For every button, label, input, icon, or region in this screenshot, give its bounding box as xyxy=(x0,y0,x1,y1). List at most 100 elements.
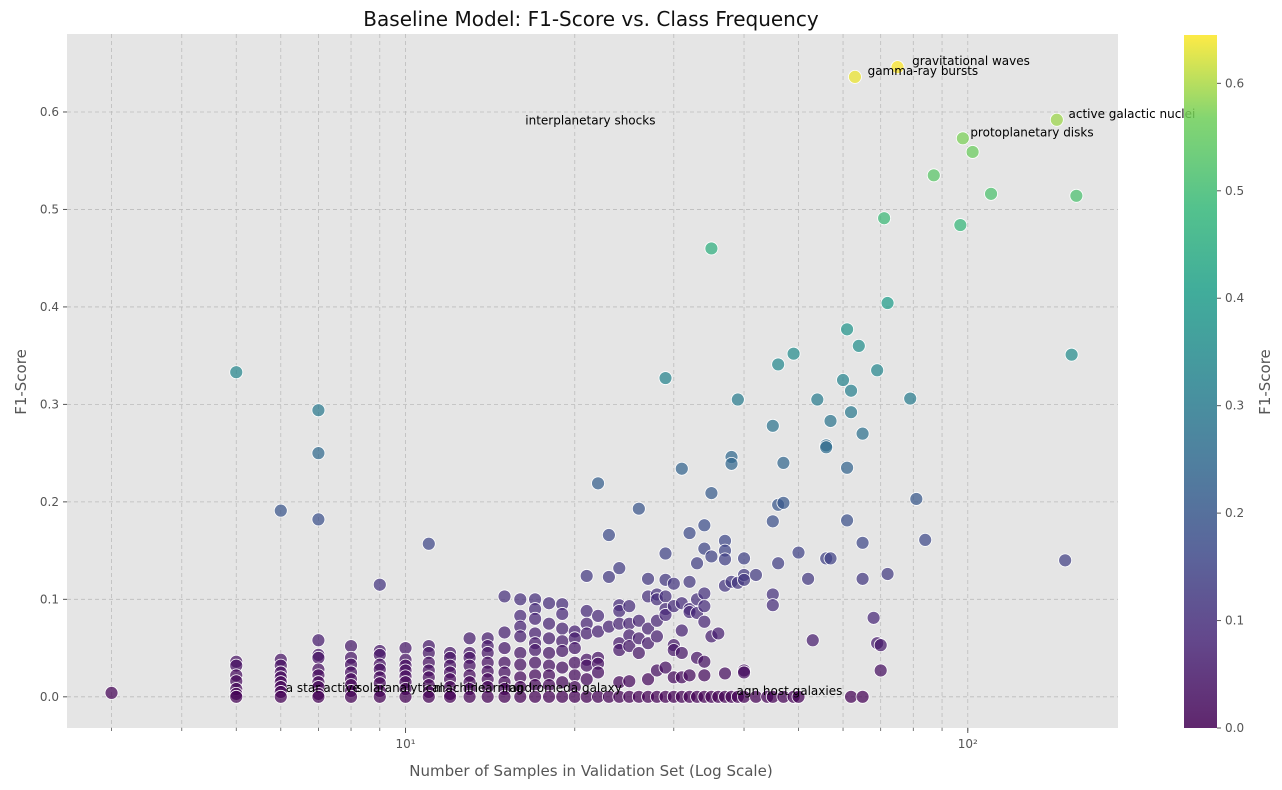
data-point xyxy=(602,570,616,584)
data-point xyxy=(497,625,512,640)
data-point xyxy=(697,518,712,533)
data-point xyxy=(658,546,673,561)
data-point xyxy=(786,346,801,361)
data-point xyxy=(528,655,542,670)
data-point xyxy=(273,503,288,518)
data-point xyxy=(567,641,582,655)
data-point xyxy=(810,392,825,407)
data-point xyxy=(462,631,477,646)
data-point xyxy=(555,644,570,658)
data-point xyxy=(542,631,556,646)
data-point xyxy=(579,626,594,641)
data-point xyxy=(840,460,854,475)
data-point xyxy=(771,357,786,372)
data-point xyxy=(273,689,288,704)
data-point xyxy=(918,532,933,547)
data-point xyxy=(1069,188,1084,203)
data-point xyxy=(311,403,326,418)
data-point xyxy=(104,686,119,700)
data-point xyxy=(513,646,528,660)
data-point xyxy=(591,665,605,680)
data-point xyxy=(704,549,719,564)
data-point xyxy=(844,689,858,704)
colorbar-label: F1-Score xyxy=(1256,349,1274,415)
data-point xyxy=(791,689,806,704)
data-point xyxy=(903,391,918,406)
data-point xyxy=(855,426,870,441)
data-point xyxy=(311,512,326,527)
data-point xyxy=(873,638,888,653)
data-point xyxy=(776,455,791,470)
data-point xyxy=(528,643,542,657)
data-point xyxy=(579,569,594,583)
y-tick-label: 0.0 xyxy=(40,690,59,704)
data-point xyxy=(844,405,858,420)
data-point xyxy=(542,646,556,660)
data-point xyxy=(866,610,881,625)
data-point xyxy=(697,586,712,601)
data-point xyxy=(631,646,646,660)
data-point xyxy=(372,689,387,704)
data-point xyxy=(567,655,582,670)
data-point xyxy=(870,363,885,378)
data-point xyxy=(555,675,570,690)
x-tick-label: 10² xyxy=(958,737,978,751)
data-point xyxy=(542,616,556,631)
data-point xyxy=(641,672,655,687)
axes: 0.0 0.1 0.2 0.3 0.4 0.5 0.6 10¹ 10² xyxy=(40,105,978,751)
data-point xyxy=(311,650,326,665)
data-point xyxy=(229,689,244,704)
data-point xyxy=(776,495,791,510)
data-point xyxy=(421,689,436,704)
data-point xyxy=(658,608,673,622)
data-point xyxy=(765,598,780,613)
data-point xyxy=(631,501,646,516)
data-point xyxy=(674,461,689,476)
y-tick-label: 0.5 xyxy=(40,202,59,216)
data-point xyxy=(513,629,528,644)
data-point xyxy=(880,567,895,581)
data-point xyxy=(497,589,512,604)
y-axis-label: F1-Score xyxy=(12,349,30,415)
point-annotation: protoplanetary disks xyxy=(970,125,1093,139)
data-point xyxy=(855,571,870,586)
data-point xyxy=(1064,347,1079,362)
data-point xyxy=(771,556,786,571)
data-point xyxy=(542,596,556,611)
data-point xyxy=(674,646,689,660)
data-point xyxy=(641,571,655,586)
data-point xyxy=(311,633,326,648)
data-point xyxy=(528,689,542,704)
data-point xyxy=(844,383,858,398)
colorbar-tick-label: 0.1 xyxy=(1225,614,1244,628)
point-annotation: analytical xyxy=(385,681,443,695)
data-point xyxy=(926,168,941,183)
point-annotation: learning xyxy=(475,681,524,695)
data-point xyxy=(480,689,495,704)
point-annotation: a star xyxy=(286,681,320,695)
data-point xyxy=(674,623,689,638)
colorbar-tick-label: 0.6 xyxy=(1225,76,1244,90)
data-point xyxy=(848,69,862,84)
data-point xyxy=(311,689,326,704)
y-tick-label: 0.3 xyxy=(40,397,59,411)
data-point xyxy=(682,574,697,589)
data-point xyxy=(953,218,968,232)
data-point xyxy=(697,668,712,683)
data-point xyxy=(555,621,570,636)
data-point xyxy=(805,633,820,648)
data-point xyxy=(641,621,655,636)
data-point xyxy=(718,552,732,567)
point-annotation: active galactic nuclei xyxy=(1069,107,1196,121)
y-tick-label: 0.1 xyxy=(40,592,59,606)
point-annotation: interplanetary shocks xyxy=(525,114,655,128)
data-points xyxy=(104,60,1084,704)
x-axis-label: Number of Samples in Validation Set (Log… xyxy=(409,762,772,780)
data-point xyxy=(579,672,594,687)
data-point xyxy=(311,446,326,461)
chart-title: Baseline Model: F1-Score vs. Class Frequ… xyxy=(363,7,819,31)
data-point xyxy=(421,536,436,551)
x-tick-label: 10¹ xyxy=(395,737,415,751)
